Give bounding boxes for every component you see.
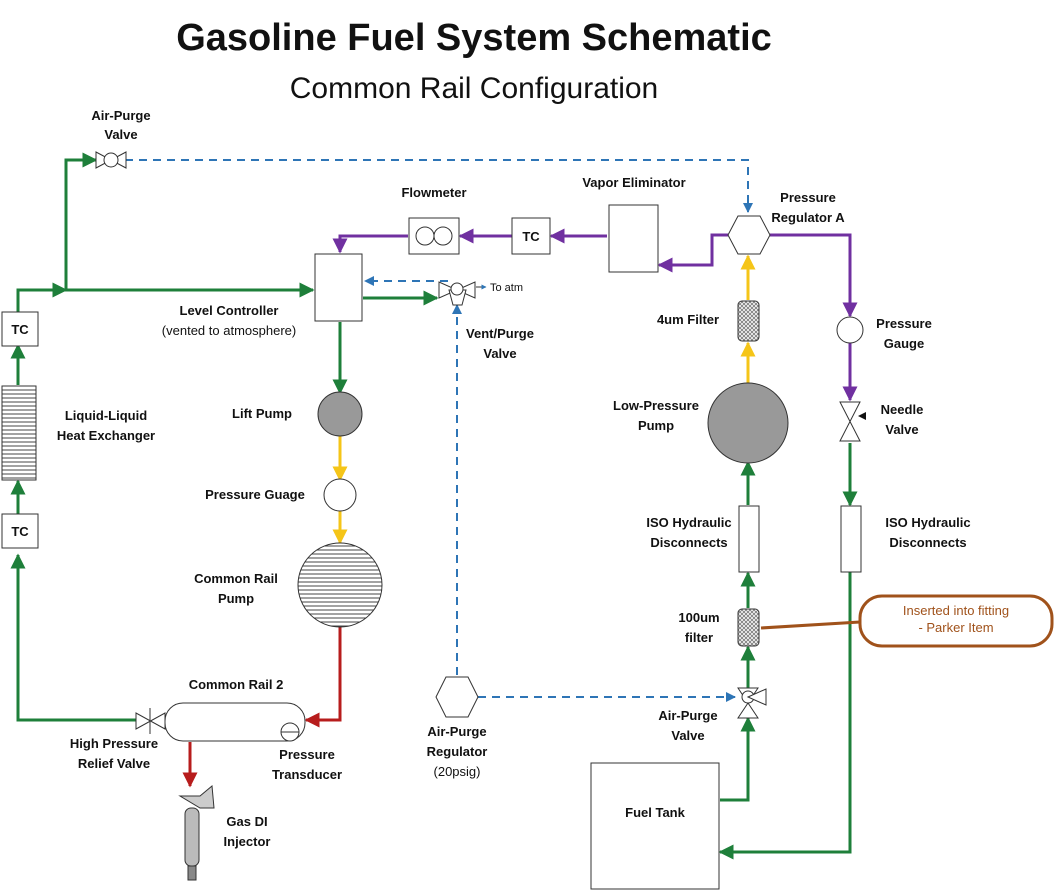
label-filter-100um-2: filter (685, 630, 713, 645)
air-purge-regulator[interactable] (435, 676, 479, 718)
pressure-regulator-a[interactable] (727, 215, 771, 255)
label-heat-exchanger-2: Heat Exchanger (57, 428, 155, 443)
fuel-tank (590, 762, 720, 890)
label-pressure-regulator-a-1: Pressure (780, 190, 836, 205)
filter-4um (737, 300, 760, 342)
tc-box-top-left: TC (1, 311, 39, 347)
green-lines (10, 152, 858, 860)
label-iso-right-1: ISO Hydraulic (885, 515, 970, 530)
label-iso-right-2: Disconnects (889, 535, 966, 550)
vent-purge-valve[interactable] (438, 281, 487, 306)
iso-disconnect-left[interactable] (738, 505, 760, 573)
label-air-purge-valve-bottom-1: Air-Purge (658, 708, 717, 723)
level-controller (314, 253, 363, 322)
common-rail-pump (297, 542, 383, 628)
pressure-guage-left (323, 478, 357, 512)
tc-box-bottom-left: TC (1, 513, 39, 549)
tc-box-top: TC (511, 217, 551, 255)
label-air-purge-valve-top-2: Valve (104, 127, 137, 142)
page-subtitle: Common Rail Configuration (290, 72, 659, 105)
red-lines (182, 626, 342, 788)
label-vapor-eliminator: Vapor Eliminator (582, 175, 685, 190)
label-needle-valve-2: Valve (885, 422, 918, 437)
label-needle-valve-1: Needle (881, 402, 924, 417)
label-high-pressure-relief-2: Relief Valve (78, 756, 150, 771)
needle-valve[interactable] (839, 401, 866, 442)
svg-text:TC: TC (11, 322, 29, 337)
svg-text:TC: TC (522, 229, 540, 244)
label-iso-left-1: ISO Hydraulic (646, 515, 731, 530)
label-lift-pump: Lift Pump (232, 406, 292, 421)
flowmeter (408, 217, 460, 255)
label-air-purge-regulator-2: Regulator (427, 744, 488, 759)
label-gas-di-injector-1: Gas DI (226, 814, 267, 829)
label-common-rail-2: Common Rail 2 (189, 677, 284, 692)
pressure-gauge-right (836, 316, 864, 344)
vapor-eliminator (608, 204, 659, 273)
svg-text:TC: TC (11, 524, 29, 539)
high-pressure-relief-valve[interactable] (135, 708, 166, 734)
label-pressure-transducer-1: Pressure (279, 747, 335, 762)
air-purge-valve-top[interactable] (95, 151, 127, 169)
label-level-controller: Level Controller (180, 303, 279, 318)
label-vent-purge-valve-2: Valve (483, 346, 516, 361)
label-gas-di-injector-2: Injector (224, 834, 271, 849)
label-flowmeter: Flowmeter (401, 185, 466, 200)
lift-pump (317, 391, 363, 437)
label-pressure-regulator-a-2: Regulator A (771, 210, 845, 225)
label-filter-4um: 4um Filter (657, 312, 719, 327)
label-heat-exchanger-1: Liquid-Liquid (65, 408, 147, 423)
low-pressure-pump (707, 382, 789, 464)
label-fuel-tank: Fuel Tank (625, 805, 685, 820)
label-to-atm: To atm (490, 282, 523, 294)
label-pressure-gauge-1: Pressure (876, 316, 932, 331)
callout-leader-line (760, 620, 861, 630)
label-callout-1: Inserted into fitting (903, 603, 1009, 618)
label-low-pressure-pump-1: Low-Pressure (613, 398, 699, 413)
common-rail-2 (164, 702, 306, 742)
yellow-lines (332, 254, 756, 545)
label-high-pressure-relief-1: High Pressure (70, 736, 158, 751)
page-title: Gasoline Fuel System Schematic (176, 17, 772, 59)
purple-lines (332, 228, 858, 402)
label-pressure-guage: Pressure Guage (205, 487, 305, 502)
filter-100um (737, 608, 760, 647)
heat-exchanger (1, 385, 37, 481)
label-air-purge-regulator-1: Air-Purge (427, 724, 486, 739)
label-low-pressure-pump-2: Pump (638, 418, 674, 433)
label-pressure-gauge-2: Gauge (884, 336, 924, 351)
gas-di-injector (178, 785, 215, 881)
blue-dashed-lines (125, 159, 753, 702)
air-purge-valve-bottom[interactable] (737, 687, 767, 719)
label-vent-purge-valve-1: Vent/Purge (466, 326, 534, 341)
label-iso-left-2: Disconnects (650, 535, 727, 550)
label-level-controller-note: (vented to atmosphere) (162, 323, 296, 338)
labels: Air-Purge Valve Flowmeter Vapor Eliminat… (57, 108, 1009, 849)
label-pressure-transducer-2: Transducer (272, 767, 342, 782)
label-air-purge-valve-top-1: Air-Purge (91, 108, 150, 123)
label-common-rail-pump-1: Common Rail (194, 571, 278, 586)
label-air-purge-valve-bottom-2: Valve (671, 728, 704, 743)
iso-disconnect-right[interactable] (840, 505, 862, 573)
label-callout-2: - Parker Item (918, 620, 993, 635)
label-filter-100um-1: 100um (678, 610, 719, 625)
label-air-purge-regulator-note: (20psig) (434, 764, 481, 779)
label-common-rail-pump-2: Pump (218, 591, 254, 606)
callout-bubble (858, 594, 1054, 648)
